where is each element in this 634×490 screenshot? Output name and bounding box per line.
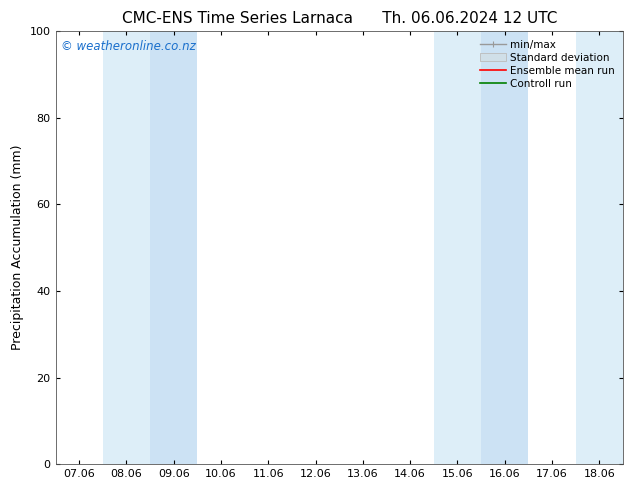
Text: © weatheronline.co.nz: © weatheronline.co.nz xyxy=(61,40,196,53)
Bar xyxy=(434,31,481,464)
Title: CMC-ENS Time Series Larnaca      Th. 06.06.2024 12 UTC: CMC-ENS Time Series Larnaca Th. 06.06.20… xyxy=(122,11,557,26)
Bar xyxy=(103,31,150,464)
Bar xyxy=(481,31,528,464)
Legend: min/max, Standard deviation, Ensemble mean run, Controll run: min/max, Standard deviation, Ensemble me… xyxy=(477,37,618,92)
Bar xyxy=(150,31,197,464)
Bar xyxy=(576,31,623,464)
Y-axis label: Precipitation Accumulation (mm): Precipitation Accumulation (mm) xyxy=(11,145,24,350)
